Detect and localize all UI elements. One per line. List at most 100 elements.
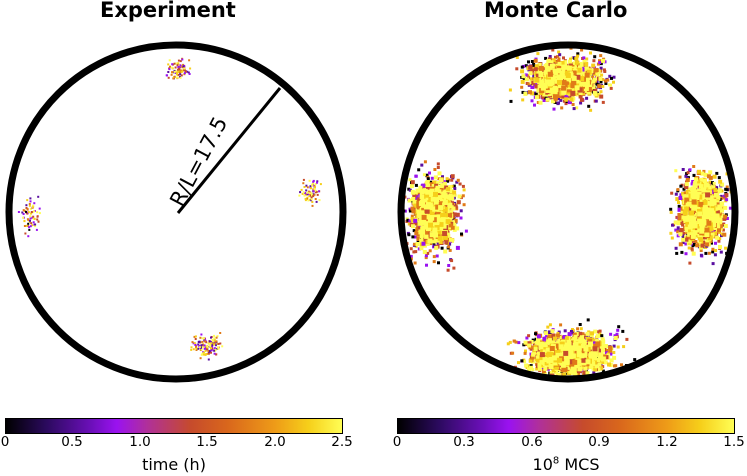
trajectory-point — [608, 74, 612, 78]
trajectory-point — [576, 52, 580, 56]
trajectory-point — [193, 335, 196, 338]
trajectory-point — [440, 183, 445, 188]
trajectory-point — [422, 250, 427, 254]
trajectory-point — [587, 104, 591, 108]
trajectory-point — [530, 99, 534, 103]
trajectory-point — [549, 63, 555, 69]
trajectory-point — [551, 99, 555, 104]
trajectory-point — [604, 79, 608, 83]
trajectory-point — [314, 183, 317, 185]
trajectory-point — [200, 353, 203, 356]
trajectory-point — [550, 76, 556, 81]
trajectory-point — [183, 72, 186, 75]
trajectory-point — [542, 83, 548, 89]
trajectory-point — [445, 177, 449, 181]
trajectory-point — [597, 93, 601, 96]
trajectory-point — [201, 340, 204, 343]
trajectory-point — [425, 263, 428, 267]
trajectory-point — [579, 101, 583, 105]
trajectory-point — [439, 178, 443, 183]
trajectory-point — [450, 174, 455, 179]
trajectory-point — [419, 234, 424, 238]
trajectory-point — [592, 88, 596, 91]
trajectory-point — [28, 204, 31, 207]
trajectory-point — [206, 353, 209, 355]
trajectory-point — [707, 251, 711, 255]
trajectory-point — [684, 252, 688, 256]
trajectory-point — [670, 236, 674, 240]
trajectory-point — [197, 343, 200, 346]
trajectory-point — [546, 59, 551, 63]
trajectory-point — [25, 210, 27, 213]
trajectory-point — [174, 70, 177, 73]
trajectory-point — [35, 228, 38, 231]
trajectory-point — [310, 192, 313, 195]
trajectory-point — [210, 351, 212, 354]
trajectory-point — [445, 219, 451, 225]
trajectory-point — [414, 244, 418, 248]
trajectory-point — [413, 218, 418, 223]
trajectory-point — [215, 341, 218, 344]
trajectory-point — [523, 91, 528, 96]
trajectory-point — [527, 60, 530, 64]
trajectory-point — [182, 63, 185, 66]
trajectory-point — [23, 225, 26, 227]
trajectory-point — [311, 194, 313, 197]
trajectory-point — [534, 77, 540, 83]
trajectory-point — [532, 74, 536, 78]
trajectory-point — [459, 209, 463, 213]
trajectory-point — [569, 97, 574, 102]
trajectory-point — [189, 67, 192, 70]
trajectory-point — [557, 80, 562, 85]
trajectory-point — [557, 57, 561, 61]
trajectory-point — [415, 242, 420, 246]
trajectory-point — [570, 90, 576, 96]
trajectory-point — [417, 247, 421, 251]
trajectory-point — [534, 92, 538, 96]
trajectory-point — [429, 215, 435, 221]
trajectory-point — [33, 217, 36, 220]
trajectory-point — [560, 60, 565, 65]
trajectory-point — [298, 194, 301, 197]
trajectory-point — [736, 172, 739, 175]
trajectory-point — [29, 217, 32, 220]
trajectory-point — [167, 63, 170, 66]
trajectory-point — [432, 260, 436, 264]
trajectory-point — [584, 66, 589, 71]
trajectory-point — [686, 171, 690, 175]
experiment-title: Experiment — [100, 0, 236, 22]
trajectory-point — [197, 340, 200, 343]
trajectory-point — [214, 344, 217, 347]
trajectory-point — [533, 103, 536, 107]
trajectory-point — [421, 241, 426, 246]
trajectory-point — [176, 76, 178, 79]
trajectory-point — [23, 209, 26, 212]
trajectory-point — [556, 59, 561, 64]
trajectory-point — [310, 198, 313, 201]
trajectory-point — [407, 233, 411, 237]
trajectory-point — [414, 174, 418, 178]
trajectory-point — [452, 266, 456, 270]
trajectory-point — [557, 50, 561, 54]
trajectory-point — [188, 73, 191, 75]
trajectory-point — [27, 211, 30, 214]
trajectory-point — [316, 193, 319, 196]
trajectory-point — [450, 178, 454, 182]
trajectory-point — [571, 75, 577, 81]
trajectory-point — [308, 179, 311, 182]
trajectory-point — [423, 204, 429, 210]
trajectory-point — [300, 188, 303, 191]
trajectory-point — [36, 215, 39, 218]
trajectory-point — [568, 72, 574, 78]
trajectory-point — [168, 68, 171, 71]
trajectory-point — [28, 228, 31, 231]
trajectory-point — [461, 184, 465, 188]
trajectory-point — [307, 199, 310, 202]
trajectory-point — [597, 84, 602, 89]
trajectory-point — [29, 197, 32, 200]
trajectory-point — [526, 74, 530, 77]
trajectory-point — [306, 191, 309, 194]
trajectory-point — [544, 56, 548, 60]
trajectory-point — [304, 199, 307, 202]
trajectory-point — [165, 74, 168, 77]
